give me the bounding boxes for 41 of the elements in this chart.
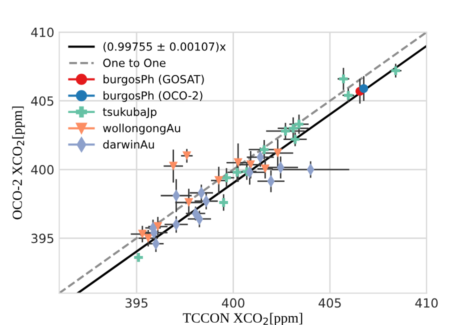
point bbox=[182, 151, 192, 160]
point bbox=[144, 234, 153, 243]
point bbox=[290, 134, 300, 144]
y-axis-title: OCO-2 XCO$_{2}$[ppm] bbox=[12, 106, 25, 220]
legend-label: One to One bbox=[103, 58, 166, 68]
point bbox=[138, 230, 147, 238]
point bbox=[339, 74, 348, 84]
point bbox=[391, 66, 400, 76]
x-tick-label: 405 bbox=[318, 298, 341, 308]
x-tick-label: 400 bbox=[222, 298, 244, 308]
x-axis-title: TCCON XCO$_{2}$[ppm] bbox=[182, 312, 302, 325]
point bbox=[288, 124, 298, 133]
point bbox=[234, 158, 242, 168]
legend-label: darwinAu bbox=[103, 140, 154, 149]
point bbox=[260, 164, 270, 174]
y-tick-label: 410 bbox=[31, 28, 54, 38]
point bbox=[232, 168, 242, 177]
point bbox=[134, 253, 143, 262]
point bbox=[168, 162, 178, 170]
x-tick-label: 410 bbox=[415, 298, 438, 308]
legend-label: (0.99755 ± 0.00107)x bbox=[104, 42, 226, 52]
point bbox=[246, 160, 256, 170]
y-tick-label: 395 bbox=[31, 234, 54, 244]
point bbox=[214, 176, 224, 185]
point bbox=[184, 198, 194, 207]
point bbox=[344, 90, 353, 100]
y-tick-label: 405 bbox=[31, 96, 54, 106]
point bbox=[359, 84, 368, 93]
legend-label: burgosPh (GOSAT) bbox=[104, 74, 204, 86]
point bbox=[260, 145, 269, 154]
point bbox=[273, 148, 282, 158]
legend-label: burgosPh (OCO-2) bbox=[104, 91, 202, 102]
y-tick-label: 400 bbox=[31, 165, 54, 174]
point bbox=[153, 222, 162, 231]
point bbox=[281, 126, 290, 136]
point bbox=[294, 120, 304, 129]
legend-label: wollongongAu bbox=[103, 124, 180, 134]
point bbox=[222, 173, 231, 182]
point bbox=[219, 198, 228, 207]
legend-label: tsukubaJp bbox=[102, 107, 156, 118]
x-tick-label: 395 bbox=[126, 298, 148, 308]
